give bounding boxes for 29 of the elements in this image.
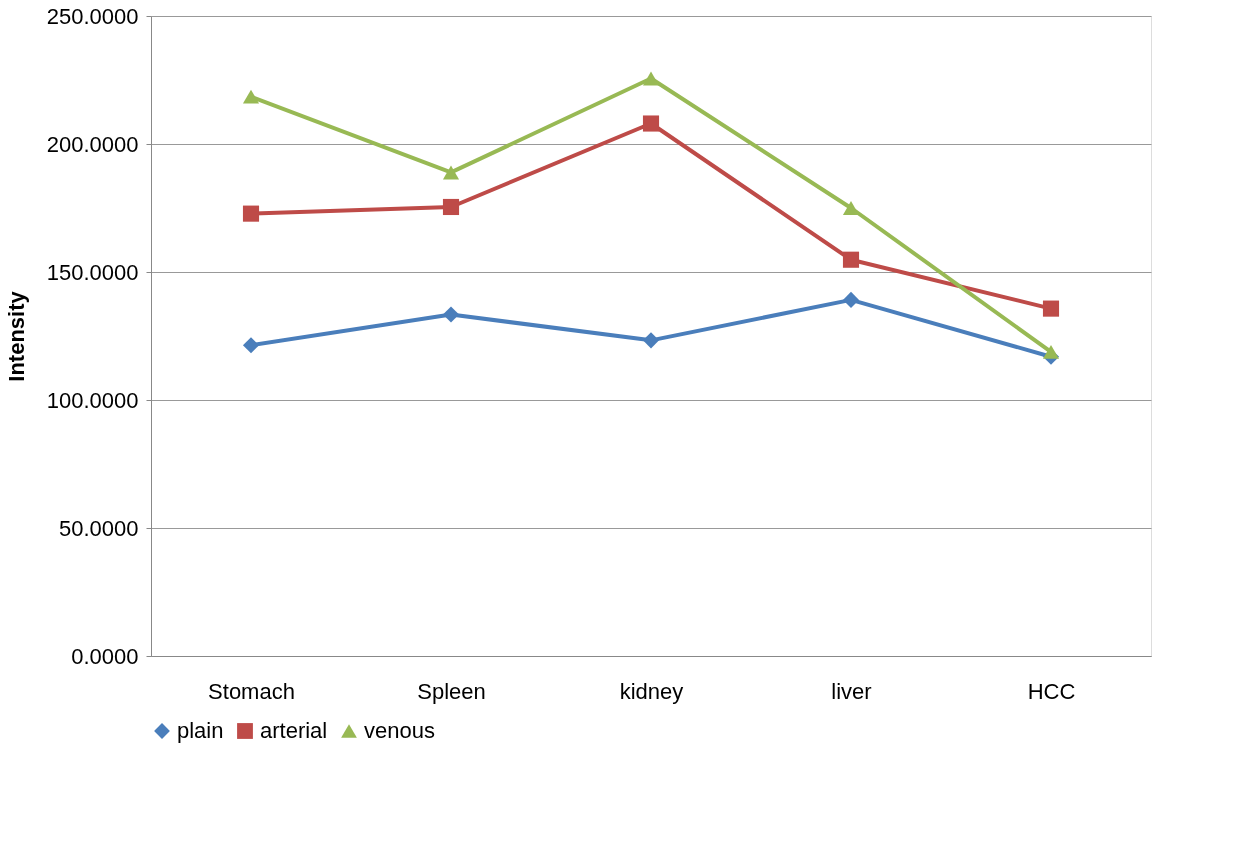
x-tick-label: kidney [619,678,684,704]
y-tick-label: 50.0000 [58,515,139,541]
x-tick-label: Spleen [417,678,486,704]
x-tick-label: HCC [1027,678,1076,704]
y-tick-label: 200.0000 [46,131,139,157]
point [1042,300,1060,317]
point [642,332,660,349]
legend-label: arterial [260,718,328,743]
point [642,115,660,132]
point [842,291,860,308]
point [1042,344,1060,359]
x-tick-label: Stomach [208,678,295,704]
point [842,201,860,215]
y-tick-label: 0.0000 [71,643,139,669]
legend-label: venous [364,718,435,743]
point [442,306,460,323]
point [642,71,660,86]
y-tick-label: 250.0000 [46,3,139,29]
point [442,198,460,216]
x-tick-label: liver [831,678,872,704]
legend-label: plain [177,718,224,743]
point [442,165,460,180]
point [242,337,260,354]
point [242,89,260,104]
y-tick-label: 100.0000 [46,387,139,413]
y-tick-label: 150.0000 [46,259,139,285]
point [842,251,860,268]
point [242,205,260,222]
y-axis-title: Intensity [3,290,29,382]
